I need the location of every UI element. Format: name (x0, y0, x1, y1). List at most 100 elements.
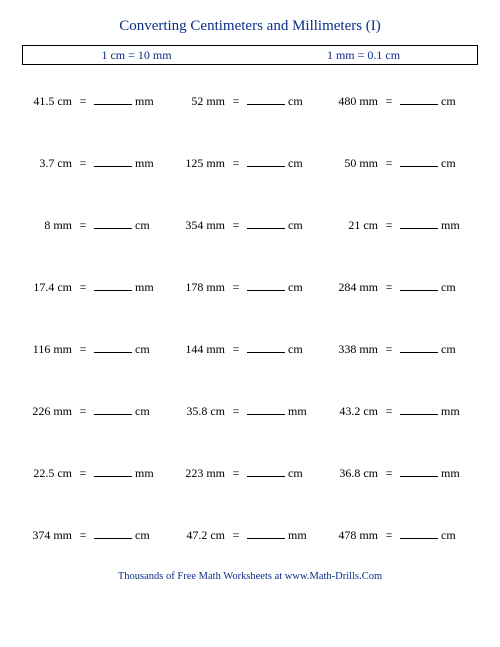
answer-unit: cm (441, 94, 456, 109)
given-value: 36.8 cm (328, 466, 378, 481)
answer-unit: cm (288, 342, 303, 357)
answer-blank[interactable] (400, 526, 438, 539)
given-value: 21 cm (328, 218, 378, 233)
answer-blank[interactable] (400, 464, 438, 477)
rule-left: 1 cm = 10 mm (23, 48, 250, 63)
problem-cell: 178 mm=cm (175, 278, 325, 295)
problem-row: 374 mm=cm47.2 cm=mm478 mm=cm (22, 503, 478, 565)
given-value: 116 mm (22, 342, 72, 357)
answer-unit: cm (288, 94, 303, 109)
given-value: 52 mm (175, 94, 225, 109)
answer-unit: cm (288, 156, 303, 171)
answer-blank[interactable] (247, 154, 285, 167)
given-value: 125 mm (175, 156, 225, 171)
answer-unit: mm (288, 528, 307, 543)
answer-blank[interactable] (94, 154, 132, 167)
problem-cell: 478 mm= cm (328, 526, 478, 543)
problem-cell: 41.5 cm= mm (22, 92, 172, 109)
problem-cell: 116 mm= cm (22, 340, 172, 357)
given-value: 41.5 cm (22, 94, 72, 109)
answer-blank[interactable] (94, 402, 132, 415)
worksheet-page: Converting Centimeters and Millimeters (… (0, 0, 500, 594)
answer-unit: cm (135, 342, 150, 357)
answer-blank[interactable] (94, 216, 132, 229)
equals-sign: = (378, 156, 400, 171)
equals-sign: = (378, 528, 400, 543)
answer-unit: mm (288, 404, 307, 419)
answer-blank[interactable] (400, 402, 438, 415)
answer-blank[interactable] (400, 154, 438, 167)
answer-blank[interactable] (247, 278, 285, 291)
answer-unit: cm (288, 466, 303, 481)
answer-blank[interactable] (247, 464, 285, 477)
equals-sign: = (225, 466, 247, 481)
problem-row: 22.5 cm=mm223 mm=cm36.8 cm=mm (22, 441, 478, 503)
problem-cell: 3.7 cm=mm (22, 154, 172, 171)
answer-blank[interactable] (400, 92, 438, 105)
equals-sign: = (72, 94, 94, 109)
equals-sign: = (378, 218, 400, 233)
rule-right: 1 mm = 0.1 cm (250, 48, 477, 63)
problem-cell: 144 mm=cm (175, 340, 325, 357)
page-title: Converting Centimeters and Millimeters (… (22, 18, 478, 35)
problem-row: 116 mm=cm144 mm=cm338 mm=cm (22, 317, 478, 379)
problem-row: 17.4 cm=mm178 mm=cm284 mm=cm (22, 255, 478, 317)
answer-blank[interactable] (94, 92, 132, 105)
given-value: 17.4 cm (22, 280, 72, 295)
answer-blank[interactable] (400, 340, 438, 353)
given-value: 3.7 cm (22, 156, 72, 171)
answer-unit: cm (441, 528, 456, 543)
equals-sign: = (378, 342, 400, 357)
equals-sign: = (225, 94, 247, 109)
given-value: 478 mm (328, 528, 378, 543)
problem-cell: 226 mm=cm (22, 402, 172, 419)
answer-blank[interactable] (94, 278, 132, 291)
equals-sign: = (225, 528, 247, 543)
equals-sign: = (72, 466, 94, 481)
problem-cell: 21 cm=mm (328, 216, 478, 233)
problem-cell: 125 mm= cm (175, 154, 325, 171)
problem-cell: 35.8 cm=mm (175, 402, 325, 419)
problem-cell: 43.2 cm=mm (328, 402, 478, 419)
answer-blank[interactable] (94, 464, 132, 477)
given-value: 43.2 cm (328, 404, 378, 419)
answer-unit: mm (441, 466, 460, 481)
answer-unit: mm (135, 156, 154, 171)
answer-blank[interactable] (247, 340, 285, 353)
given-value: 480 mm (328, 94, 378, 109)
equals-sign: = (225, 156, 247, 171)
given-value: 223 mm (175, 466, 225, 481)
given-value: 144 mm (175, 342, 225, 357)
problem-row: 41.5 cm=mm52 mm=cm480 mm=cm (22, 69, 478, 131)
answer-blank[interactable] (247, 92, 285, 105)
equals-sign: = (72, 528, 94, 543)
given-value: 50 mm (328, 156, 378, 171)
answer-unit: mm (135, 466, 154, 481)
answer-blank[interactable] (94, 526, 132, 539)
equals-sign: = (225, 280, 247, 295)
problem-cell: 223 mm= cm (175, 464, 325, 481)
answer-blank[interactable] (400, 216, 438, 229)
answer-blank[interactable] (247, 216, 285, 229)
given-value: 178 mm (175, 280, 225, 295)
given-value: 284 mm (328, 280, 378, 295)
problem-cell: 17.4 cm=mm (22, 278, 172, 295)
problem-cell: 50 mm=cm (328, 154, 478, 171)
answer-blank[interactable] (94, 340, 132, 353)
given-value: 338 mm (328, 342, 378, 357)
equals-sign: = (72, 342, 94, 357)
problem-cell: 354 mm=cm (175, 216, 325, 233)
answer-unit: mm (135, 280, 154, 295)
answer-blank[interactable] (247, 526, 285, 539)
given-value: 35.8 cm (175, 404, 225, 419)
problem-cell: 374 mm=cm (22, 526, 172, 543)
equals-sign: = (378, 466, 400, 481)
answer-blank[interactable] (247, 402, 285, 415)
given-value: 374 mm (22, 528, 72, 543)
answer-unit: mm (135, 94, 154, 109)
answer-unit: cm (135, 404, 150, 419)
problem-cell: 480 mm=cm (328, 92, 478, 109)
problem-cell: 8 mm=cm (22, 216, 172, 233)
given-value: 47.2 cm (175, 528, 225, 543)
answer-blank[interactable] (400, 278, 438, 291)
